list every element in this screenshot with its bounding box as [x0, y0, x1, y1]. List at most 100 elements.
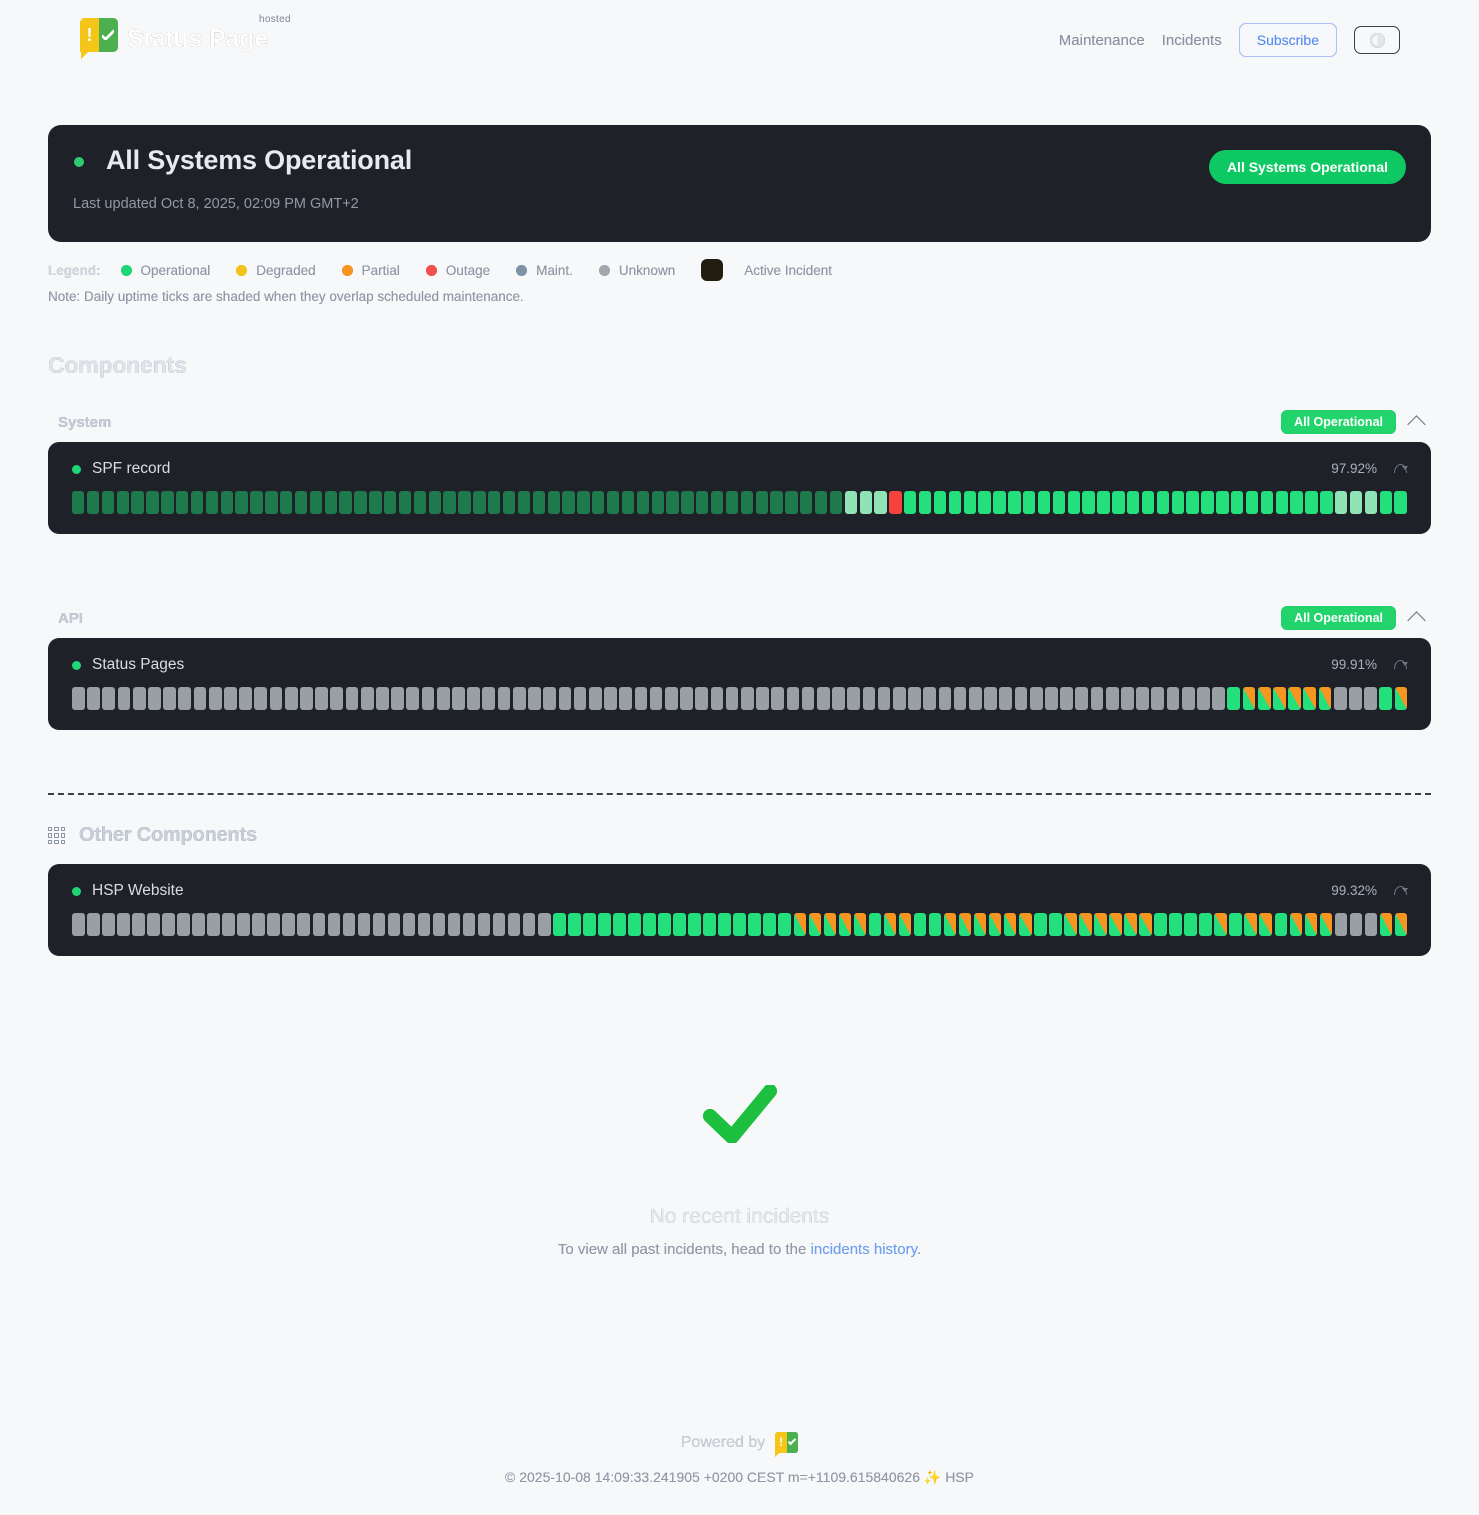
uptime-tick[interactable]	[131, 491, 144, 514]
uptime-tick[interactable]	[161, 491, 174, 514]
uptime-tick[interactable]	[801, 687, 815, 710]
uptime-tick[interactable]	[376, 687, 389, 710]
uptime-tick[interactable]	[116, 491, 129, 514]
uptime-tick[interactable]	[621, 491, 635, 514]
group-status-pill-system[interactable]: All Operational	[1281, 410, 1396, 434]
uptime-tick[interactable]	[528, 687, 541, 710]
uptime-tick[interactable]	[1214, 913, 1227, 936]
uptime-tick[interactable]	[763, 913, 776, 936]
uptime-tick[interactable]	[1335, 491, 1348, 514]
uptime-tick[interactable]	[733, 913, 746, 936]
uptime-tick[interactable]	[696, 491, 709, 514]
uptime-tick[interactable]	[892, 687, 906, 710]
uptime-tick[interactable]	[235, 491, 248, 514]
uptime-tick[interactable]	[658, 913, 671, 936]
uptime-tick[interactable]	[666, 491, 679, 514]
uptime-tick[interactable]	[1364, 491, 1378, 514]
refresh-icon-hsp-website[interactable]	[1394, 886, 1408, 895]
uptime-tick[interactable]	[1003, 913, 1017, 936]
uptime-tick[interactable]	[342, 913, 356, 936]
uptime-tick[interactable]	[1067, 491, 1080, 514]
uptime-tick[interactable]	[473, 491, 486, 514]
uptime-tick[interactable]	[1037, 491, 1051, 514]
uptime-tick[interactable]	[1245, 491, 1259, 514]
nav-incidents[interactable]: Incidents	[1161, 31, 1222, 49]
uptime-tick[interactable]	[993, 491, 1006, 514]
uptime-tick[interactable]	[1023, 491, 1036, 514]
uptime-tick[interactable]	[598, 913, 611, 936]
refresh-icon-status-pages[interactable]	[1394, 660, 1408, 669]
uptime-tick[interactable]	[943, 913, 957, 936]
uptime-tick[interactable]	[1109, 913, 1122, 936]
uptime-tick[interactable]	[1260, 491, 1274, 514]
uptime-tick[interactable]	[770, 491, 783, 514]
uptime-tick[interactable]	[428, 491, 441, 514]
uptime-tick[interactable]	[718, 913, 731, 936]
uptime-tick[interactable]	[1052, 491, 1066, 514]
uptime-tick[interactable]	[117, 687, 131, 710]
uptime-tick[interactable]	[507, 913, 521, 936]
uptime-tick[interactable]	[102, 913, 115, 936]
uptime-tick[interactable]	[1105, 687, 1119, 710]
uptime-tick[interactable]	[814, 491, 828, 514]
uptime-tick[interactable]	[973, 913, 987, 936]
incidents-history-link[interactable]: incidents history	[810, 1241, 917, 1258]
uptime-tick[interactable]	[592, 491, 605, 514]
uptime-tick[interactable]	[703, 913, 716, 936]
uptime-tick[interactable]	[237, 913, 250, 936]
uptime-tick[interactable]	[577, 491, 590, 514]
uptime-tick[interactable]	[681, 491, 694, 514]
uptime-tick[interactable]	[1014, 687, 1028, 710]
uptime-tick[interactable]	[163, 687, 176, 710]
uptime-tick[interactable]	[300, 687, 313, 710]
uptime-tick[interactable]	[294, 491, 308, 514]
uptime-tick[interactable]	[1018, 913, 1032, 936]
uptime-tick[interactable]	[778, 913, 791, 936]
uptime-tick[interactable]	[117, 913, 130, 936]
uptime-tick[interactable]	[282, 913, 295, 936]
uptime-tick[interactable]	[345, 687, 359, 710]
uptime-tick[interactable]	[1186, 491, 1199, 514]
theme-toggle-button[interactable]	[1354, 26, 1400, 54]
uptime-tick[interactable]	[1201, 491, 1214, 514]
uptime-tick[interactable]	[1305, 491, 1318, 514]
uptime-tick[interactable]	[406, 687, 420, 710]
uptime-tick[interactable]	[793, 913, 807, 936]
uptime-tick[interactable]	[643, 913, 656, 936]
uptime-tick[interactable]	[619, 687, 633, 710]
uptime-tick[interactable]	[1121, 687, 1134, 710]
uptime-tick[interactable]	[953, 687, 967, 710]
uptime-tick[interactable]	[102, 687, 116, 710]
uptime-tick[interactable]	[1394, 491, 1407, 514]
uptime-tick[interactable]	[1064, 913, 1077, 936]
uptime-tick[interactable]	[984, 687, 997, 710]
uptime-tick[interactable]	[447, 913, 461, 936]
subscribe-button[interactable]: Subscribe	[1238, 23, 1337, 57]
uptime-tick[interactable]	[634, 687, 648, 710]
uptime-tick[interactable]	[1257, 687, 1271, 710]
uptime-tick[interactable]	[147, 913, 160, 936]
uptime-tick[interactable]	[553, 913, 566, 936]
uptime-tick[interactable]	[1349, 913, 1363, 936]
uptime-tick[interactable]	[816, 687, 830, 710]
uptime-tick[interactable]	[923, 687, 937, 710]
uptime-tick[interactable]	[458, 491, 471, 514]
uptime-tick[interactable]	[1097, 491, 1110, 514]
uptime-tick[interactable]	[87, 687, 100, 710]
uptime-tick[interactable]	[1034, 913, 1047, 936]
uptime-tick[interactable]	[688, 913, 701, 936]
uptime-tick[interactable]	[532, 491, 545, 514]
refresh-icon-spf-record[interactable]	[1394, 464, 1408, 473]
uptime-tick[interactable]	[673, 913, 686, 936]
uptime-tick[interactable]	[1349, 687, 1362, 710]
uptime-tick[interactable]	[1008, 491, 1021, 514]
uptime-tick[interactable]	[695, 687, 709, 710]
uptime-tick[interactable]	[786, 687, 800, 710]
uptime-tick[interactable]	[933, 491, 947, 514]
uptime-tick[interactable]	[369, 491, 382, 514]
uptime-tick[interactable]	[958, 913, 972, 936]
uptime-tick[interactable]	[1303, 687, 1317, 710]
uptime-tick[interactable]	[1127, 491, 1140, 514]
uptime-tick[interactable]	[889, 491, 902, 514]
uptime-tick[interactable]	[1379, 491, 1392, 514]
